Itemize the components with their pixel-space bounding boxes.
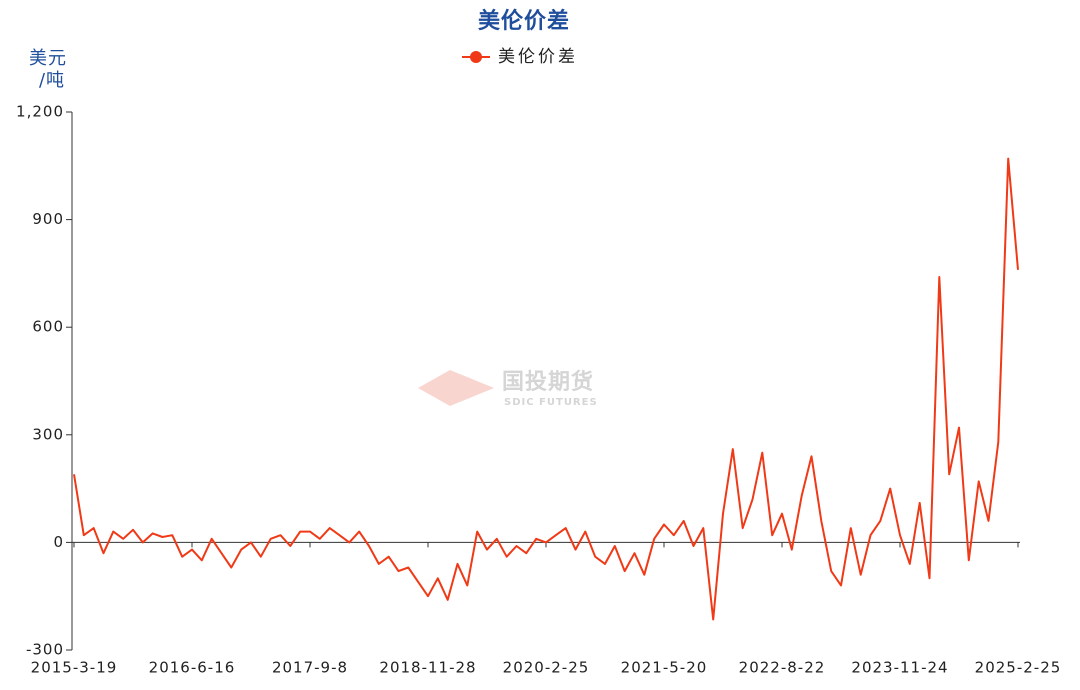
- line: [73, 157, 1019, 621]
- x-tick-label: 2025-2-25: [975, 659, 1062, 677]
- y-axis-label: /吨: [39, 70, 65, 91]
- y-tick-label: 0: [53, 533, 64, 551]
- x-tick-label: 2016-6-16: [149, 659, 236, 677]
- legend-marker: [470, 51, 482, 63]
- x-tick-label: 2022-8-22: [739, 659, 826, 677]
- x-tick-label: 2015-3-19: [31, 659, 118, 677]
- watermark-subtext: SDIC FUTURES: [504, 397, 598, 408]
- watermark-logo: [418, 370, 494, 406]
- x-tick-label: 2017-9-8: [272, 659, 348, 677]
- watermark: 国投期货 SDIC FUTURES: [418, 369, 598, 408]
- y-tick-label: 300: [32, 425, 64, 443]
- x-tick-label: 2021-5-20: [621, 659, 708, 677]
- y-tick-label: 600: [32, 318, 64, 336]
- chart-title: 美伦价差: [478, 8, 570, 34]
- legend-label: 美伦价差: [498, 47, 578, 67]
- y-tick-label: 1,200: [16, 103, 64, 121]
- y-tick-label: 900: [32, 210, 64, 228]
- x-tick-label: 2018-11-28: [379, 659, 476, 677]
- y-tick-label: -300: [26, 641, 64, 659]
- y-axis-label: 美元: [29, 48, 67, 69]
- x-tick-label: 2020-2-25: [503, 659, 590, 677]
- x-tick-label: 2023-11-24: [851, 659, 948, 677]
- watermark-text: 国投期货: [502, 369, 594, 395]
